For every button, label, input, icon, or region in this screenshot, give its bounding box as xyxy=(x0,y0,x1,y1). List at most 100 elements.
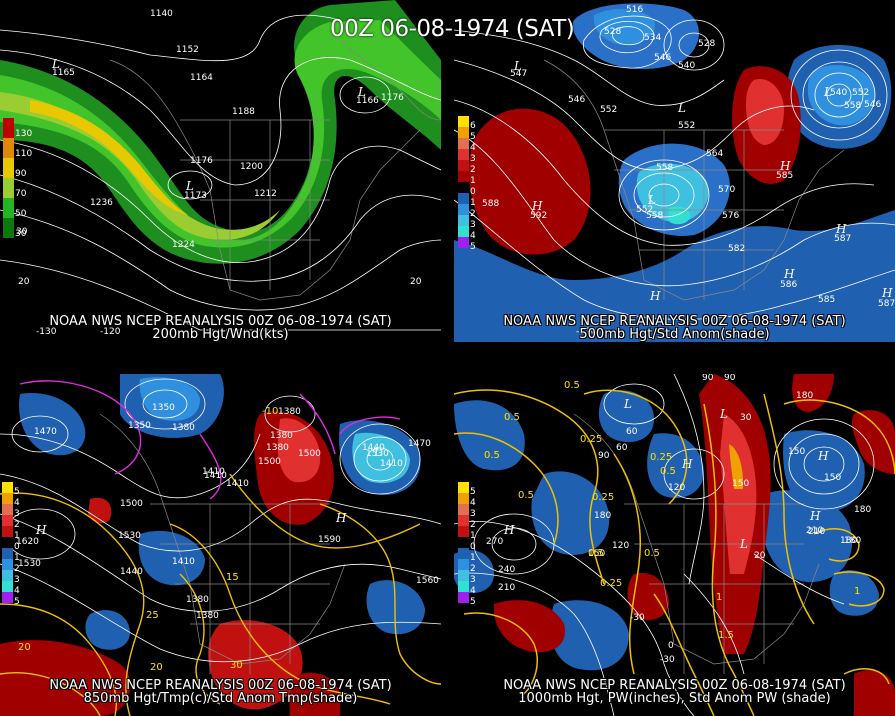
legend-label: 4 xyxy=(470,586,476,596)
low-marker: L xyxy=(513,59,522,73)
contour-label: 1350 xyxy=(152,403,175,413)
contour-label: 1410 xyxy=(202,467,225,477)
contour-label: 582 xyxy=(728,244,745,254)
low-marker: L xyxy=(623,397,632,411)
contour-label: 1470 xyxy=(34,427,57,437)
contour-label: 558 xyxy=(656,163,673,173)
contour-label: 546 xyxy=(864,100,881,110)
contour-label: 1560 xyxy=(416,576,439,586)
contour-label: 30 xyxy=(740,413,752,423)
legend-label: 110 xyxy=(15,149,33,159)
legend-swatch xyxy=(458,526,469,537)
contour-label: 210 xyxy=(806,526,823,536)
legend-swatch xyxy=(458,127,469,138)
legend-swatch xyxy=(458,171,469,182)
legend-swatch xyxy=(458,482,469,493)
legend-label: 2 xyxy=(470,520,476,530)
legend-label: 1 xyxy=(470,176,476,186)
high-marker: H xyxy=(531,199,543,213)
contour-label: 552 xyxy=(678,121,695,131)
legend-label: 3 xyxy=(14,575,20,585)
contour-label: 1620 xyxy=(16,537,39,547)
contour-label: 547 xyxy=(510,69,527,79)
legend-swatch xyxy=(458,237,469,248)
pw-label: 0.5 xyxy=(504,412,520,423)
contour-label: 1530 xyxy=(366,449,389,459)
temp-label: 20 xyxy=(150,662,163,673)
contour-label: 587 xyxy=(878,299,895,309)
contour-label: 1440 xyxy=(362,443,385,453)
pw-label: 1 xyxy=(716,592,722,603)
pw-label: 0.25 xyxy=(650,452,672,463)
legend-label: 3 xyxy=(470,154,476,164)
legend-swatch xyxy=(458,182,469,193)
contour-label: 1176 xyxy=(381,93,404,103)
legend-swatch xyxy=(2,548,13,559)
pw-label: 0.5 xyxy=(588,548,604,559)
low-marker: L xyxy=(677,101,686,115)
legend-swatch xyxy=(2,537,13,548)
contour-label: 1410 xyxy=(226,479,249,489)
contour-label: 120 xyxy=(668,483,685,493)
legend-label: 1 xyxy=(470,531,476,541)
contour-label: 528 xyxy=(698,39,715,49)
color-legend: 6 5 4 3 2 1 0 1 2 3 4 5 xyxy=(458,116,488,256)
legend-swatch xyxy=(458,592,469,603)
low-marker: L xyxy=(739,537,748,551)
legend-swatch xyxy=(2,559,13,570)
contour-label: 180 xyxy=(844,536,861,546)
contour-label: 1470 xyxy=(408,439,431,449)
high-marker: H xyxy=(35,523,47,537)
map-500mb: 516 528 534 528 546 540 547 546 552 552 … xyxy=(454,3,895,342)
longitude-label: -130 xyxy=(36,327,57,337)
low-marker: L xyxy=(51,57,60,71)
pw-label: 1 xyxy=(854,586,860,597)
legend-swatch xyxy=(3,218,14,238)
contour-label: 1164 xyxy=(190,73,213,83)
legend-swatch xyxy=(2,493,13,504)
color-legend: 5 4 3 2 1 0 1 2 3 4 5 xyxy=(458,482,488,612)
contour-label: 552 xyxy=(600,105,617,115)
legend-swatch xyxy=(458,537,469,548)
contour-label: 534 xyxy=(644,33,661,43)
contour-label: 1410 xyxy=(204,471,227,481)
legend-swatch xyxy=(2,482,13,493)
panel-caption-line2: 200mb Hgt/Wnd(kts) xyxy=(152,327,289,342)
contour-label: -30 xyxy=(660,655,675,665)
contour-label: 588 xyxy=(482,199,499,209)
legend-label: 0 xyxy=(470,542,476,552)
contour-label: 564 xyxy=(706,149,723,159)
legend-label: 50 xyxy=(15,209,27,219)
contour-label: 585 xyxy=(776,171,793,181)
low-marker: L xyxy=(357,85,366,99)
contour-label: 1173 xyxy=(184,191,207,201)
high-marker: H xyxy=(335,511,347,525)
panel-500mb: 516 528 534 528 546 540 547 546 552 552 … xyxy=(454,0,895,342)
contour-label: 210 xyxy=(498,583,515,593)
legend-label: 5 xyxy=(14,597,20,607)
contour-label: 1380 xyxy=(266,443,289,453)
panel-caption-line2: 500mb Hgt/Std Anom(shade) xyxy=(579,327,770,342)
legend-label: 0 xyxy=(470,187,476,197)
latitude-label: 30 xyxy=(16,227,28,237)
contour-label: 587 xyxy=(834,234,851,244)
legend-label: 1 xyxy=(14,553,20,563)
legend-label: 130 xyxy=(15,129,33,139)
contour-label: 1212 xyxy=(254,189,277,199)
longitude-label: -120 xyxy=(576,327,597,337)
pw-label: 0.25 xyxy=(580,434,602,445)
low-marker: L xyxy=(719,407,728,421)
legend-label: 2 xyxy=(470,209,476,219)
contour-label: 1380 xyxy=(196,611,219,621)
panel-caption-line1: NOAA NWS NCEP REANALYSIS 00Z 06-08-1974 … xyxy=(503,678,846,693)
contour-label: 558 xyxy=(646,211,663,221)
legend-swatch xyxy=(2,504,13,515)
contour-label: 1188 xyxy=(232,107,255,117)
contour-label: 1380 xyxy=(172,423,195,433)
contour-label: 1236 xyxy=(90,198,113,208)
temp-label: -10 xyxy=(262,406,278,417)
contour-label: 546 xyxy=(654,53,671,63)
contour-label: 150 xyxy=(824,473,841,483)
latitude-label: 20 xyxy=(410,277,422,287)
contour-label: -30 xyxy=(630,613,645,623)
